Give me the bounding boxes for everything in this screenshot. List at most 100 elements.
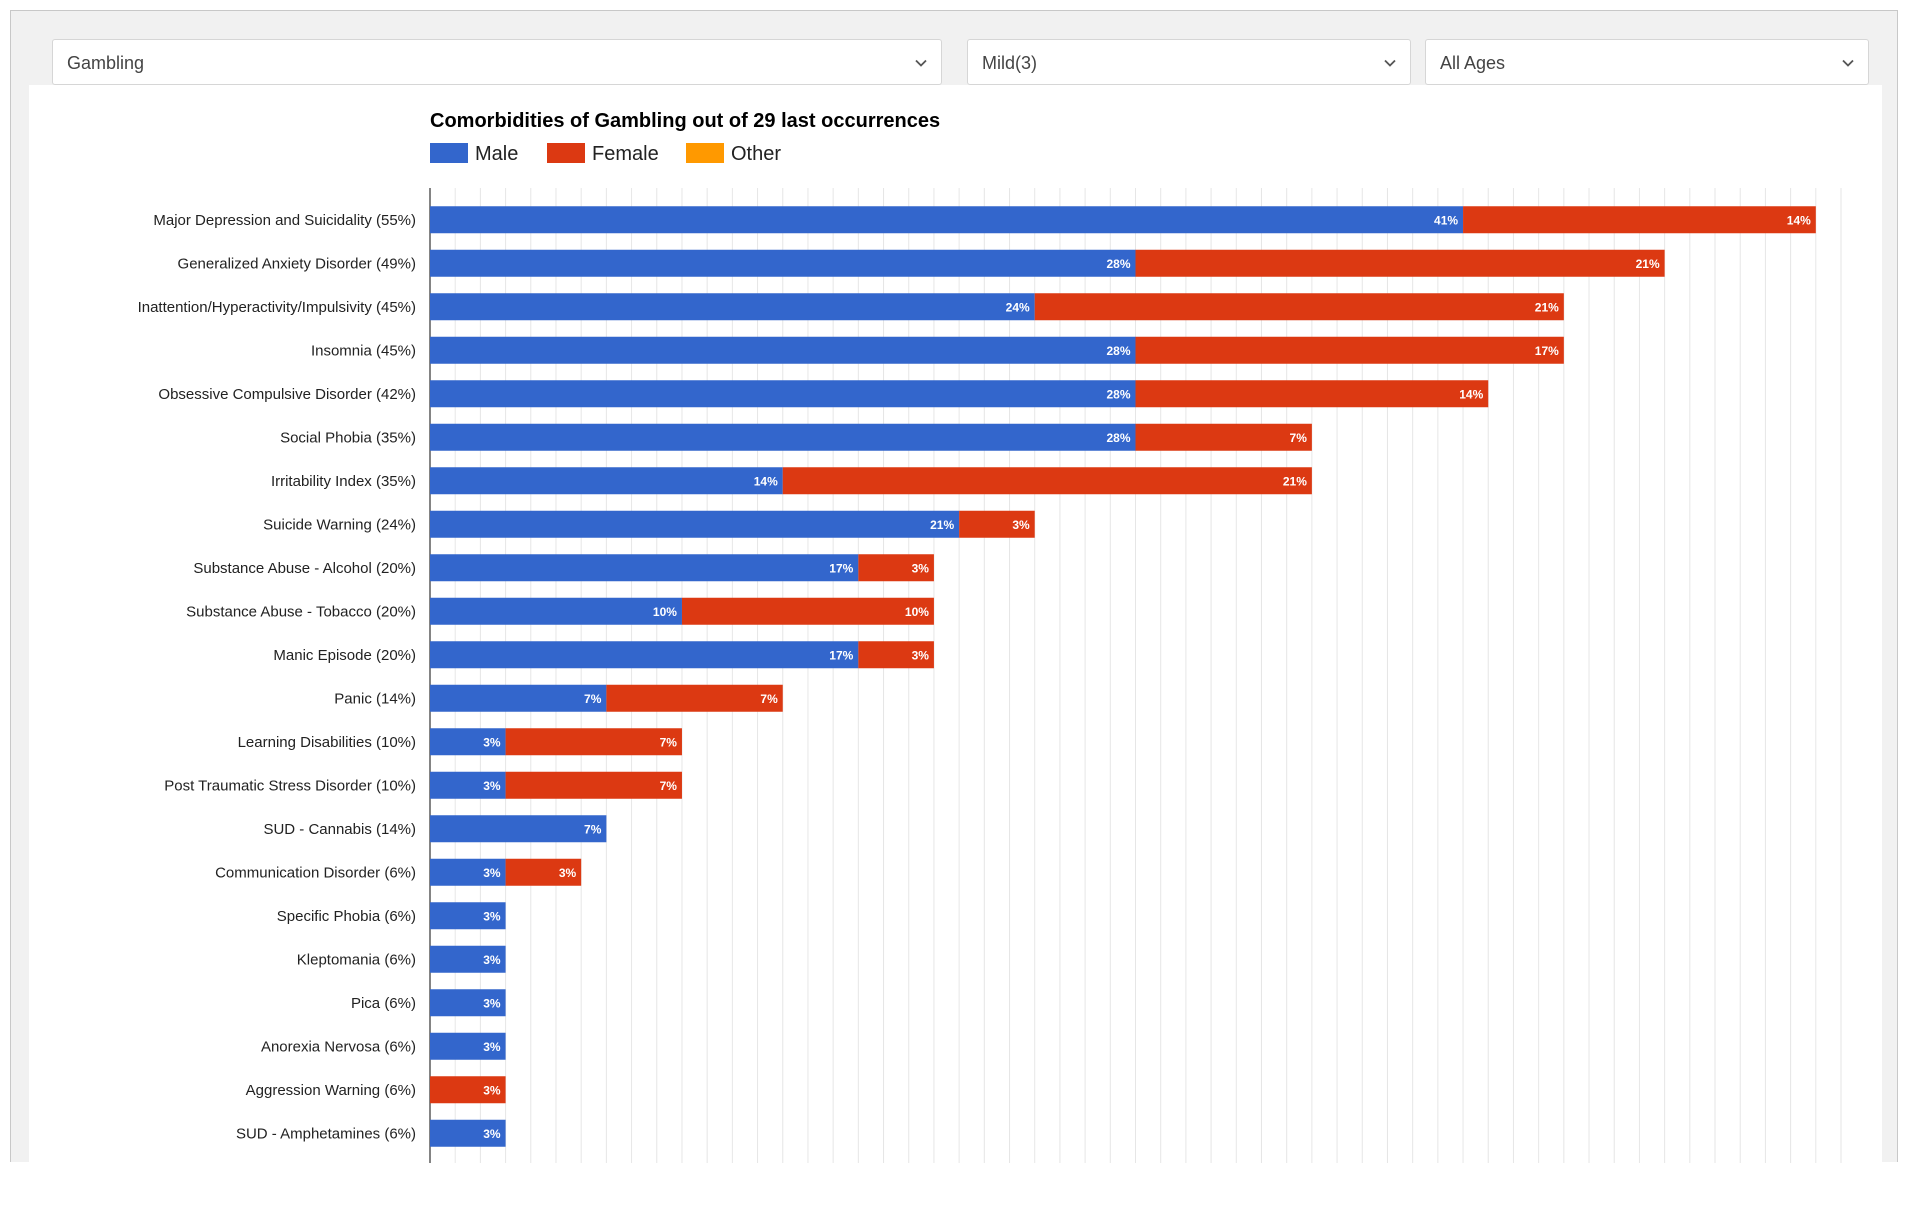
bar-female[interactable]	[505, 728, 682, 756]
data-label-female: 14%	[1787, 213, 1811, 227]
bar-male[interactable]	[430, 641, 859, 669]
legend-label-male: Male	[475, 143, 518, 165]
data-label-female: 10%	[905, 605, 929, 619]
bar-male[interactable]	[430, 597, 682, 625]
category-label: Substance Abuse - Tobacco (20%)	[186, 603, 416, 620]
bar-female[interactable]	[1135, 380, 1489, 408]
data-label-female: 3%	[483, 1083, 501, 1097]
data-label-female: 3%	[559, 866, 577, 880]
severity-select-value: Mild(3)	[982, 53, 1038, 73]
category-label: Aggression Warning (6%)	[246, 1082, 416, 1099]
category-label: Generalized Anxiety Disorder (49%)	[178, 255, 416, 272]
data-label-male: 28%	[1106, 431, 1130, 445]
category-label: Kleptomania (6%)	[297, 951, 416, 968]
category-label: SUD - Cannabis (14%)	[263, 821, 416, 838]
category-label: Communication Disorder (6%)	[215, 864, 416, 881]
category-label: Suicide Warning (24%)	[263, 516, 416, 533]
bar-male[interactable]	[430, 1032, 506, 1060]
age-select-value: All Ages	[1440, 53, 1506, 73]
category-label: Post Traumatic Stress Disorder (10%)	[164, 777, 416, 794]
bar-female[interactable]	[606, 684, 783, 712]
bar-female[interactable]	[959, 510, 1035, 538]
bar-male[interactable]	[430, 945, 506, 973]
data-label-female: 3%	[912, 561, 930, 575]
data-label-male: 3%	[483, 1040, 501, 1054]
app-frame: Gambling Mild(3) All Ages Comorbidities …	[10, 10, 1898, 1163]
chevron-down-icon	[1842, 59, 1854, 67]
bar-male[interactable]	[430, 380, 1136, 408]
bar-female[interactable]	[430, 1076, 506, 1104]
bar-female[interactable]	[1135, 336, 1564, 364]
bar-male[interactable]	[430, 728, 506, 756]
data-label-male: 3%	[483, 866, 501, 880]
condition-select[interactable]: Gambling	[52, 39, 942, 85]
bar-female[interactable]	[1135, 249, 1665, 277]
data-label-male: 3%	[483, 1127, 501, 1141]
data-label-female: 3%	[1012, 518, 1030, 532]
bar-male[interactable]	[430, 858, 506, 886]
category-label: Learning Disabilities (10%)	[238, 734, 416, 751]
age-select[interactable]: All Ages	[1425, 39, 1869, 85]
bar-female[interactable]	[782, 467, 1312, 495]
bar-male[interactable]	[430, 249, 1136, 277]
data-label-male: 17%	[829, 648, 853, 662]
legend-swatch-female	[547, 143, 585, 163]
bar-male[interactable]	[430, 293, 1035, 321]
data-label-female: 7%	[660, 779, 678, 793]
bar-male[interactable]	[430, 423, 1136, 451]
category-label: Obsessive Compulsive Disorder (42%)	[158, 386, 416, 403]
bar-female[interactable]	[858, 554, 934, 582]
bar-male[interactable]	[430, 989, 506, 1017]
data-label-female: 21%	[1636, 257, 1660, 271]
legend-label-other: Other	[731, 143, 781, 165]
bar-male[interactable]	[430, 554, 859, 582]
bar-male[interactable]	[430, 684, 607, 712]
severity-select[interactable]: Mild(3)	[967, 39, 1411, 85]
category-label: Substance Abuse - Alcohol (20%)	[193, 560, 416, 577]
data-label-female: 21%	[1283, 474, 1307, 488]
bar-male[interactable]	[430, 336, 1136, 364]
data-label-female: 21%	[1535, 300, 1559, 314]
bar-female[interactable]	[505, 858, 582, 886]
bar-female[interactable]	[1135, 423, 1312, 451]
category-label: Anorexia Nervosa (6%)	[261, 1038, 416, 1055]
category-label: Irritability Index (35%)	[271, 473, 416, 490]
data-label-male: 3%	[483, 953, 501, 967]
bar-male[interactable]	[430, 771, 506, 799]
data-label-male: 21%	[930, 518, 954, 532]
data-label-male: 7%	[584, 692, 602, 706]
bar-female[interactable]	[1463, 206, 1816, 234]
legend-swatch-male	[430, 143, 468, 163]
data-label-male: 3%	[483, 909, 501, 923]
chevron-down-icon	[915, 59, 927, 67]
legend-swatch-other	[686, 143, 724, 163]
comorbidity-chart: Comorbidities of Gambling out of 29 last…	[138, 110, 1842, 1163]
bar-male[interactable]	[430, 902, 506, 930]
bar-female[interactable]	[1034, 293, 1564, 321]
category-label: Social Phobia (35%)	[280, 429, 416, 446]
legend-label-female: Female	[592, 143, 659, 165]
category-label: Specific Phobia (6%)	[277, 908, 416, 925]
category-label: Pica (6%)	[351, 995, 416, 1012]
bar-male[interactable]	[430, 1119, 506, 1147]
data-label-female: 3%	[912, 648, 930, 662]
condition-select-value: Gambling	[67, 53, 145, 73]
category-label: Inattention/Hyperactivity/Impulsivity (4…	[138, 299, 416, 316]
data-label-male: 3%	[483, 735, 501, 749]
chart-card: Comorbidities of Gambling out of 29 last…	[29, 85, 1882, 1163]
bar-male[interactable]	[430, 815, 607, 843]
bar-female[interactable]	[681, 597, 934, 625]
data-label-male: 10%	[653, 605, 677, 619]
data-label-female: 14%	[1459, 387, 1483, 401]
bar-male[interactable]	[430, 206, 1464, 234]
bar-male[interactable]	[430, 510, 960, 538]
category-label: Insomnia (45%)	[311, 342, 416, 359]
bar-female[interactable]	[505, 771, 682, 799]
data-label-male: 28%	[1106, 257, 1130, 271]
data-label-male: 24%	[1006, 300, 1030, 314]
category-label: Panic (14%)	[334, 690, 416, 707]
data-label-male: 3%	[483, 996, 501, 1010]
bar-male[interactable]	[430, 467, 783, 495]
bar-female[interactable]	[858, 641, 934, 669]
data-label-female: 7%	[660, 735, 678, 749]
